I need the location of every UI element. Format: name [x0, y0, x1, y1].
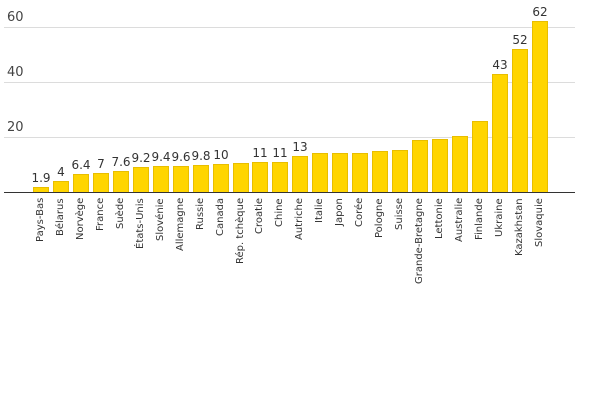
x-tick-label: Lettonie	[434, 198, 445, 239]
bar	[252, 162, 268, 192]
data-label: 9.4	[151, 150, 171, 164]
gridline-40	[4, 82, 575, 83]
bar	[492, 74, 508, 192]
bar	[153, 166, 169, 192]
x-tick-label: Australie	[454, 197, 465, 242]
bar	[133, 167, 149, 192]
x-tick-label: Ukraine	[494, 198, 505, 237]
x-tick-label: Slovénie	[155, 198, 166, 241]
x-tick-label: Corée	[354, 197, 365, 227]
data-label: 9.2	[131, 151, 151, 165]
data-label: 6.4	[71, 158, 91, 172]
y-tick-60: 60	[7, 10, 24, 25]
x-tick-label: Autriche	[294, 198, 305, 240]
bar	[292, 156, 308, 192]
x-tick-label: Suède	[115, 197, 126, 229]
bar	[452, 136, 468, 192]
x-tick-label: Italie	[314, 198, 325, 223]
data-label: 11	[272, 146, 288, 160]
bar	[532, 21, 548, 192]
bar	[352, 153, 368, 192]
y-tick-40: 40	[7, 65, 24, 80]
data-label: 52	[512, 33, 528, 47]
x-tick-label: Kazakhstan	[514, 198, 525, 256]
data-label: 1.9	[31, 171, 51, 185]
x-tick-label: Allemagne	[175, 197, 186, 251]
bar	[272, 162, 288, 192]
x-tick-label: Croatie	[254, 198, 265, 234]
x-axis-line	[4, 192, 575, 193]
bar	[472, 121, 488, 192]
bar	[213, 164, 229, 192]
x-tick-label: Norvège	[75, 197, 86, 240]
data-label: 4	[57, 165, 65, 179]
x-tick-label: Suisse	[394, 197, 405, 230]
x-tick-label: France	[95, 197, 106, 231]
data-label: 7.6	[111, 155, 131, 169]
bar	[233, 163, 249, 192]
x-tick-label: Canada	[215, 197, 226, 236]
bar	[33, 187, 49, 192]
x-tick-label: Rép. tchèque	[235, 197, 246, 264]
bar	[372, 151, 388, 192]
bar	[312, 153, 328, 192]
bar	[412, 140, 428, 192]
gridline-20	[4, 137, 575, 138]
bar	[392, 150, 408, 192]
data-label: 11	[252, 146, 268, 160]
data-label: 13	[292, 140, 308, 154]
bar	[113, 171, 129, 192]
bar	[332, 153, 348, 192]
x-tick-label: Chine	[274, 198, 285, 227]
bar	[53, 181, 69, 192]
x-tick-label: Grande-Bretagne	[414, 198, 425, 284]
data-label: 7	[97, 157, 105, 171]
data-label: 9.8	[191, 149, 211, 163]
x-tick-label: Finlande	[474, 198, 485, 240]
bar	[93, 173, 109, 192]
x-tick-label: Russie	[195, 197, 206, 230]
x-tick-label: Pays-Bas	[35, 197, 46, 242]
x-tick-label: Slovaquie	[534, 198, 545, 247]
x-tick-label: Pologne	[374, 198, 385, 238]
bar	[512, 49, 528, 192]
x-tick-label: Bélarus	[55, 198, 66, 236]
bar	[173, 166, 189, 192]
y-tick-20: 20	[7, 120, 24, 135]
x-tick-label: États-Unis	[135, 198, 146, 249]
bar	[432, 139, 448, 192]
data-label: 9.6	[171, 150, 191, 164]
data-label: 43	[492, 58, 508, 72]
gridline-60	[4, 27, 575, 28]
bar	[193, 165, 209, 192]
data-label: 62	[532, 5, 548, 19]
data-label: 10	[213, 148, 229, 162]
bar	[73, 174, 89, 192]
x-tick-label: Japon	[334, 198, 345, 226]
